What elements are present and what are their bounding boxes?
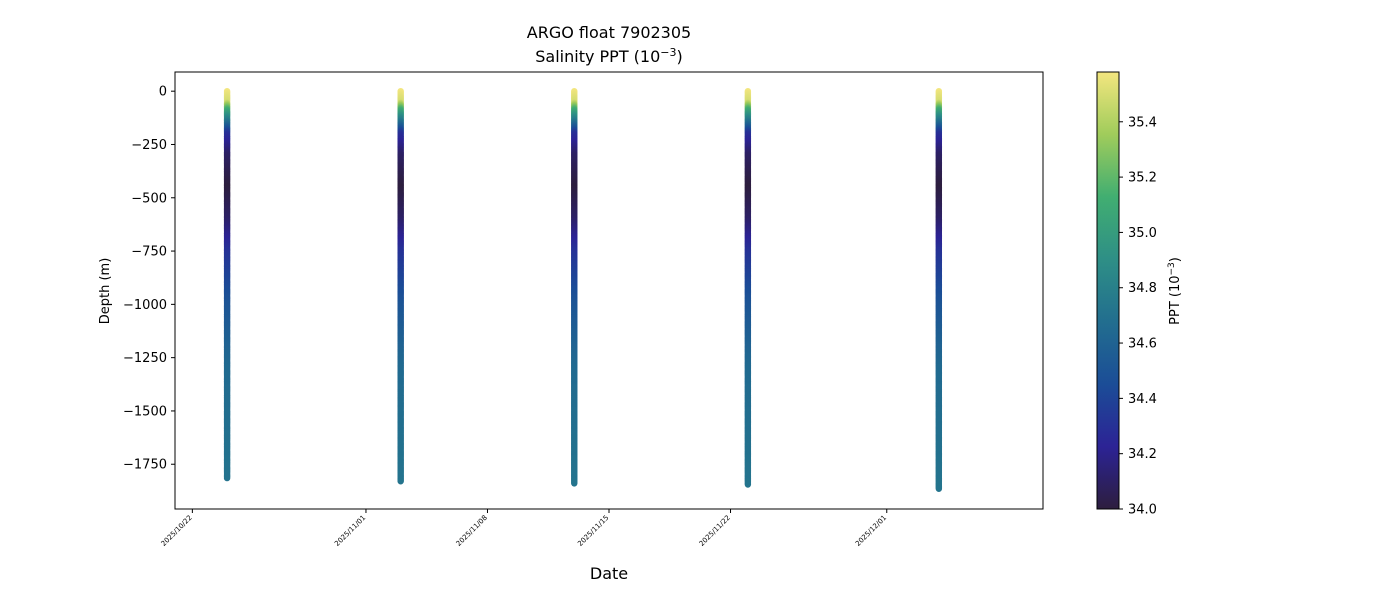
y-tick-label: −500	[131, 191, 167, 206]
colorbar-tick-label: 35.2	[1128, 171, 1157, 186]
y-axis: 0 −250 −500 −750 −1000 −1250 −1500 −1750	[123, 85, 175, 473]
colorbar-tick-label: 35.4	[1128, 115, 1157, 130]
colorbar-tick-label: 34.6	[1128, 337, 1157, 352]
colorbar-label: PPT (10−3)	[1167, 257, 1183, 325]
x-tick-label: 2025/11/08	[455, 514, 489, 548]
colorbar-tick-label: 34.2	[1128, 447, 1157, 462]
plot-frame	[174, 71, 1044, 510]
y-axis-label: Depth (m)	[98, 258, 113, 325]
colorbar-tick-label: 35.0	[1128, 226, 1157, 241]
y-tick-label: −1500	[123, 404, 167, 419]
colorbar-ticks: 34.0 34.2 34.4 34.6 34.8 35.0 35.2 35.4	[1119, 115, 1157, 518]
y-tick-label: 0	[159, 85, 167, 100]
x-tick-label: 2025/11/15	[576, 514, 610, 548]
data-point	[397, 478, 404, 485]
y-tick-label: −1000	[123, 298, 167, 313]
x-axis: 2025/10/22 2025/11/01 2025/11/08 2025/11/15…	[160, 509, 888, 548]
colorbar-tick-label: 34.8	[1128, 281, 1157, 296]
x-axis-label: Date	[590, 564, 628, 583]
profile-2025-10-24	[223, 87, 231, 482]
colorbar-label-sup: −3	[1167, 262, 1177, 275]
x-tick-label: 2025/12/01	[854, 514, 888, 548]
y-tick-label: −750	[131, 245, 167, 260]
profile-2025-11-23	[744, 87, 752, 488]
colorbar-label-end: )	[1168, 257, 1183, 262]
profile-2025-11-13	[571, 87, 578, 487]
y-tick-label: −1250	[123, 351, 167, 366]
y-tick-label: −1750	[123, 458, 167, 473]
x-tick-label: 2025/11/22	[698, 514, 732, 548]
data-point	[571, 480, 578, 487]
data-point	[744, 481, 752, 488]
profile-2025-11-03	[397, 87, 404, 485]
profiles-layer	[223, 87, 943, 492]
chart-title: ARGO float 7902305	[527, 23, 691, 42]
colorbar-tick-label: 34.0	[1128, 503, 1157, 518]
subtitle-sup: −3	[660, 46, 676, 59]
colorbar-label-main: PPT (10	[1168, 275, 1183, 324]
colorbar	[1096, 71, 1120, 510]
profile-2025-12-04	[935, 87, 943, 492]
chart-subtitle: Salinity PPT (10−3)	[535, 46, 683, 66]
x-tick-label: 2025/11/01	[333, 514, 367, 548]
data-point	[223, 474, 231, 482]
subtitle-end: )	[677, 47, 683, 66]
y-tick-label: −250	[131, 138, 167, 153]
colorbar-tick-label: 34.4	[1128, 392, 1157, 407]
subtitle-main: Salinity PPT (10	[535, 47, 660, 66]
x-tick-label: 2025/10/22	[160, 514, 194, 548]
data-point	[935, 485, 943, 492]
